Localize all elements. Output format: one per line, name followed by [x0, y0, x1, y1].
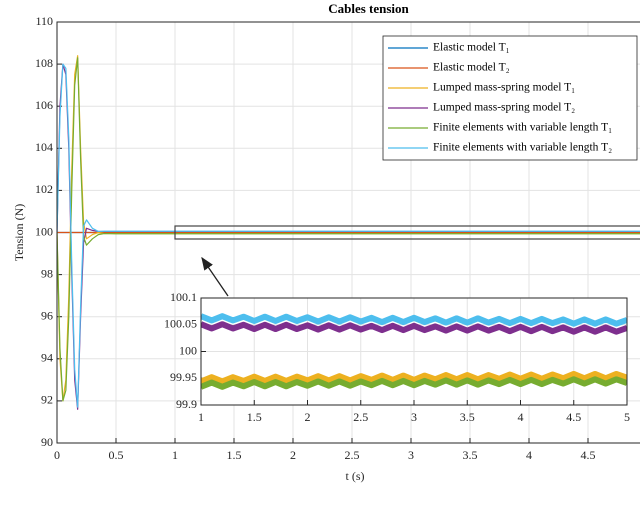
x-tick-label: 3.5 [463, 448, 478, 462]
y-tick-label: 96 [41, 308, 53, 322]
y-tick-label: 108 [35, 56, 53, 70]
x-tick-label: 4 [518, 410, 524, 424]
legend-box [382, 35, 638, 161]
x-tick-label: 1 [198, 410, 204, 424]
y-tick-label: 104 [35, 140, 53, 154]
x-tick-label: 1.5 [227, 448, 242, 462]
y-tick-label: 100.05 [164, 317, 197, 331]
legend-label: Finite elements with variable length T₂ [433, 142, 612, 154]
chart-title: Cables tension [328, 1, 409, 16]
x-tick-label: 4.5 [581, 448, 596, 462]
y-tick-label: 100.1 [170, 290, 197, 304]
y-tick-label: 92 [41, 393, 53, 407]
series-line [201, 376, 627, 390]
x-tick-label: 5 [624, 410, 630, 424]
axes-frame [200, 297, 628, 406]
y-tick-label: 106 [35, 98, 53, 112]
legend-label: Finite elements with variable length T₁ [433, 122, 612, 134]
x-tick-label: 0.5 [109, 448, 124, 462]
x-tick-label: 3 [411, 410, 417, 424]
x-tick-label: 2 [305, 410, 311, 424]
y-tick-label: 102 [35, 182, 53, 196]
y-tick-label: 98 [41, 266, 53, 280]
y-tick-label: 99.95 [170, 370, 197, 384]
series-line [201, 370, 627, 385]
x-tick-label: 0 [54, 448, 60, 462]
y-tick-label: 90 [41, 435, 53, 449]
series-line [57, 57, 640, 402]
y-tick-label: 100 [35, 224, 53, 238]
y-axis-label: Tension (N) [12, 204, 26, 261]
x-tick-label: 4.5 [566, 410, 581, 424]
legend-label: Elastic model T₂ [433, 62, 510, 74]
x-axis-label: t (s) [346, 469, 365, 483]
y-tick-label: 99.9 [176, 397, 197, 411]
series-line [201, 313, 627, 327]
legend-label: Elastic model T₁ [433, 42, 510, 54]
legend-label: Lumped mass-spring model T₁ [433, 82, 575, 94]
y-tick-label: 100 [179, 343, 197, 357]
zoom-box [174, 225, 640, 240]
series-group [201, 313, 627, 390]
y-tick-label: 110 [35, 14, 53, 28]
legend-label: Lumped mass-spring model T₂ [433, 102, 575, 114]
x-tick-label: 2.5 [353, 410, 368, 424]
axes-frame [56, 21, 640, 444]
x-tick-label: 1.5 [247, 410, 262, 424]
series-line [201, 321, 627, 335]
zoom-arrow [201, 256, 229, 297]
series-line [57, 63, 640, 408]
x-tick-label: 1 [172, 448, 178, 462]
y-tick-label: 94 [41, 351, 53, 365]
inset-axes: 99.9 99.95 100 100.05 100.1 1 1.5 2 2.5 3 3.5 4 4.5 5 [164, 290, 630, 424]
x-tick-label: 3 [408, 448, 414, 462]
x-tick-label: 3.5 [460, 410, 475, 424]
series-group [57, 55, 640, 410]
x-tick-label: 2 [290, 448, 296, 462]
x-tick-label: 2.5 [345, 448, 360, 462]
x-tick-label: 4 [526, 448, 532, 462]
